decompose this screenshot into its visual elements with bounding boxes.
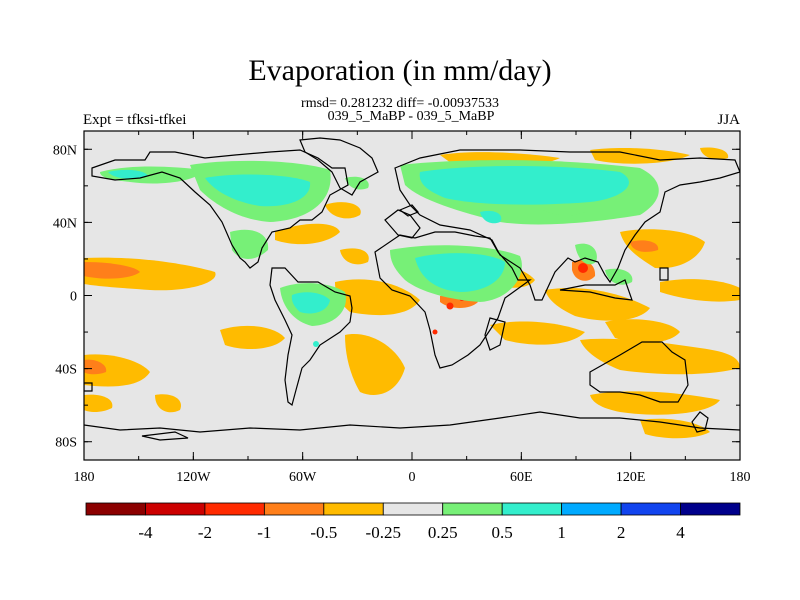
colorbar-label: 1 — [557, 523, 566, 542]
x-tick-label: 120E — [616, 470, 646, 485]
season-label: JJA — [717, 112, 740, 128]
y-tick-label: 80S — [55, 436, 77, 451]
colorbar-label: 0.25 — [428, 523, 458, 542]
colorbar-swatch — [561, 502, 622, 516]
x-tick-label: 60W — [289, 470, 317, 485]
x-tick-label: 60E — [510, 470, 533, 485]
x-tick-label: 0 — [409, 470, 416, 485]
y-tick-label: 40S — [55, 363, 77, 378]
y-tick-label: 0 — [70, 290, 77, 305]
colorbar-swatch — [442, 502, 503, 516]
colorbar-label: -2 — [198, 523, 212, 542]
x-tick-label: 180 — [74, 470, 95, 485]
experiment-label: Expt = tfksi-tfkei — [83, 112, 187, 128]
colorbar-swatch — [323, 502, 384, 516]
colorbar-swatch — [680, 502, 741, 516]
colorbar-label: 2 — [617, 523, 626, 542]
colorbar: -4 -2 -1 -0.5 -0.25 0.25 0.5 1 2 4 — [85, 502, 741, 542]
x-tick-label: 120W — [176, 470, 211, 485]
colorbar-swatch — [145, 502, 206, 516]
colorbar-label: -0.5 — [310, 523, 337, 542]
colorbar-label: 0.5 — [492, 523, 513, 542]
colorbar-label: -1 — [257, 523, 271, 542]
coastlines — [84, 137, 740, 441]
colorbar-swatch — [620, 502, 681, 516]
stats-line-experiments: 039_5_MaBP - 039_5_MaBP — [327, 109, 495, 124]
y-tick-label: 80N — [53, 143, 77, 158]
colorbar-swatch — [382, 502, 444, 516]
stats-block: rmsd= 0.281232 diff= -0.00937533 039_5_M… — [0, 96, 800, 124]
colorbar-swatch — [85, 502, 146, 516]
chart-title: Evaporation (in mm/day) — [248, 54, 552, 87]
stats-line-rmsd: rmsd= 0.281232 diff= -0.00937533 — [301, 96, 499, 111]
colorbar-label: -0.25 — [366, 523, 401, 542]
colorbar-swatch — [501, 502, 563, 516]
colorbar-label: 4 — [676, 523, 685, 542]
colorbar-label: -4 — [138, 523, 153, 542]
strong-positive-regions — [108, 166, 629, 347]
colorbar-swatch — [263, 502, 325, 516]
axis-ticks — [83, 131, 741, 460]
field-contours — [84, 147, 740, 439]
x-tick-label: 180 — [730, 470, 751, 485]
colorbar-swatch — [204, 502, 265, 516]
y-tick-label: 40N — [53, 216, 77, 231]
axis-tick-labels: 180 120W 60W 0 60E 120E 180 80N 40N 0 40S 80S — [53, 143, 751, 485]
